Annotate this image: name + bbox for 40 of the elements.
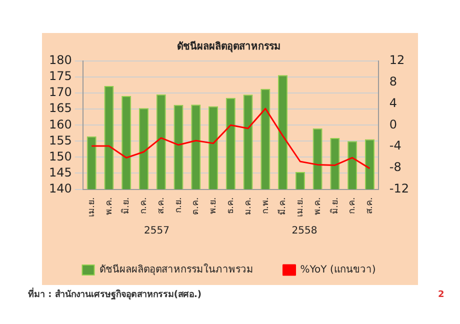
x-tick-label: ก.พ. — [260, 197, 271, 214]
y-tick-label: 175 — [49, 69, 72, 84]
y-tick-label: 160 — [49, 117, 72, 132]
y2-tick-label: 12 — [389, 53, 405, 68]
y-tick-label: 180 — [49, 53, 72, 68]
x-tick-label: มิ.ย. — [120, 197, 132, 214]
y-tick-label: 145 — [49, 165, 72, 180]
y-tick-label: 155 — [49, 133, 72, 148]
y-tick-label: 150 — [49, 149, 72, 164]
x-tick-label: ม.ค. — [243, 197, 254, 216]
y2-tick-label: -4 — [389, 138, 402, 153]
chart-title: ดัชนีผลผลิตอุตสาหกรรม — [177, 40, 281, 53]
x-tick-label: พ.ค. — [104, 197, 114, 216]
y2-tick-label: -12 — [389, 181, 410, 196]
y-tick-label: 165 — [49, 101, 72, 116]
x-tick-label: ก.ค. — [139, 197, 150, 214]
x-tick-label: ต.ค. — [191, 197, 202, 216]
x-tick-label: มี.ค. — [277, 197, 288, 216]
y-tick-label: 140 — [49, 181, 72, 196]
legend-label: %YoY (แกนขวา) — [300, 264, 376, 276]
x-tick-label: มิ.ย. — [329, 197, 340, 214]
text: 2557 — [144, 226, 170, 237]
x-tick-label: พ.ย. — [208, 197, 219, 214]
x-tick-label: ก.ย. — [174, 197, 184, 214]
text: ที่มา : สำนักงานเศรษฐกิจอุตสาหกรรม(สศอ.) — [28, 287, 202, 301]
y-tick-label: 170 — [49, 85, 72, 100]
x-tick-label: พ.ค. — [312, 197, 323, 216]
x-tick-label: ส.ค. — [365, 197, 376, 214]
x-tick-label: เม.ย. — [296, 197, 306, 218]
x-tick-label: ธ.ค. — [226, 197, 236, 214]
y2-tick-label: 0 — [389, 117, 398, 132]
y2-tick-label: 4 — [389, 96, 398, 110]
x-tick-label: เม.ย. — [86, 197, 97, 218]
text: 2558 — [292, 226, 318, 237]
y2-tick-label: 8 — [389, 74, 398, 89]
text: 2 — [438, 290, 444, 300]
x-tick-label: ส.ค. — [156, 197, 166, 214]
x-tick-label: ก.ค. — [348, 197, 358, 214]
y2-tick-label: -8 — [389, 160, 402, 174]
legend-label: ดัชนีผลผลิตอุตสาหกรรมในภาพรวม — [99, 264, 254, 276]
